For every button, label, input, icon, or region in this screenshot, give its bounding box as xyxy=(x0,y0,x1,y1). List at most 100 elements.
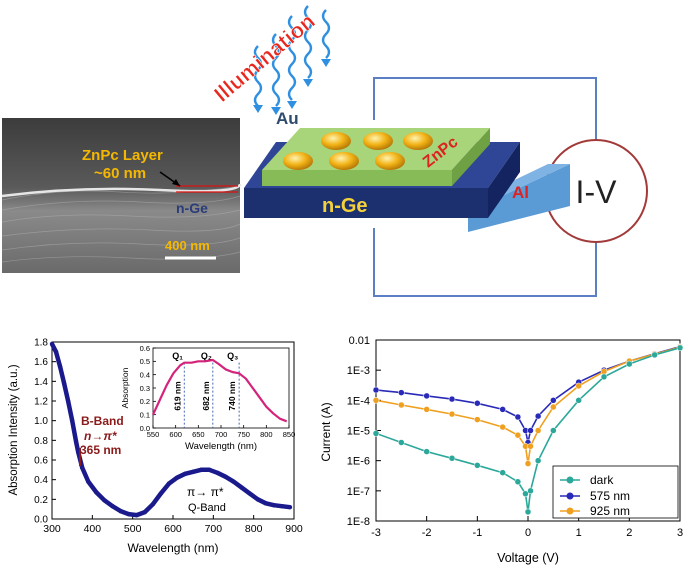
absorption-data-point xyxy=(158,491,164,496)
absorption-data-point xyxy=(247,491,252,496)
absorption-y-tick-label: 1.8 xyxy=(34,338,48,349)
absorption-data-point xyxy=(223,474,228,479)
iv-data-point xyxy=(398,389,405,396)
iv-data-point xyxy=(527,443,534,450)
nge-substrate-side xyxy=(488,142,520,218)
inset-x-label: Wavelength (nm) xyxy=(185,441,257,452)
iv-x-tick-label: 1 xyxy=(576,527,582,539)
iv-data-point xyxy=(534,412,542,420)
znpc-layer-front xyxy=(262,170,452,186)
inset-peak-value: 740 nm xyxy=(227,381,237,411)
inset-peak-label: Q₃ xyxy=(227,351,238,361)
absorption-data-point xyxy=(166,481,172,486)
absorption-x-label: Wavelength (nm) xyxy=(128,541,219,555)
iv-x-label: Voltage (V) xyxy=(497,551,559,565)
nge-substrate-front xyxy=(244,188,488,218)
inset-peak-label: Q₂ xyxy=(201,351,212,361)
au-dot xyxy=(375,152,405,170)
absorption-y-ticks: 0.0 0.2 0.4 0.6 0.8 1.0 1.2 1.4 1.6 1.8 xyxy=(34,338,56,526)
au-label: Au xyxy=(276,109,299,128)
au-dot xyxy=(329,152,359,170)
au-dot xyxy=(403,132,433,150)
inset-x-tick-label: 550 xyxy=(147,430,160,439)
inset-plot-frame xyxy=(152,347,290,429)
absorption-y-tick-label: 0.4 xyxy=(34,475,48,486)
absorption-y-tick-label: 0.0 xyxy=(34,515,48,526)
absorption-data-point xyxy=(86,479,91,484)
absorption-data-point xyxy=(118,508,123,514)
absorption-data-point xyxy=(49,341,55,347)
iv-data-point xyxy=(550,403,557,411)
al-label: Al xyxy=(512,183,529,202)
light-wave-icon xyxy=(287,15,297,101)
inset-peak-label: Q₁ xyxy=(172,351,183,361)
inset-y-label: Absorption xyxy=(120,367,130,408)
absorption-data-point xyxy=(287,505,293,510)
sem-label-thickness: ~60 nm xyxy=(94,165,146,182)
absorption-x-tick-label: 800 xyxy=(245,523,263,535)
iv-data-point xyxy=(448,410,456,418)
absorption-x-tick-label: 700 xyxy=(205,523,223,535)
legend-label-dark: dark xyxy=(590,473,614,487)
inset-y-ticks: 0.0 0.1 0.2 0.3 0.4 0.5 0.6 xyxy=(140,344,156,433)
sem-label-znpc: ZnPc Layer xyxy=(82,147,163,164)
iv-data-point xyxy=(550,427,557,434)
light-wave-icon xyxy=(321,9,331,59)
absorption-data-point xyxy=(174,475,180,480)
absorption-data-point xyxy=(215,470,220,475)
device-schematic: I-V Al n-Ge ZnPc Au xyxy=(209,5,648,297)
inset-x-tick-label: 650 xyxy=(192,430,205,439)
iv-y-tick-label: 1E-3 xyxy=(347,365,370,377)
absorption-data-point xyxy=(239,485,244,490)
iv-data-point xyxy=(423,448,430,455)
iv-data-point xyxy=(423,406,430,413)
inset-x-tick-label: 600 xyxy=(169,430,182,439)
iv-data-point xyxy=(575,382,582,390)
inset-y-tick-label: 0.1 xyxy=(140,410,150,419)
inset-y-tick-label: 0.2 xyxy=(140,397,150,406)
inset-x-tick-label: 800 xyxy=(260,430,273,439)
iv-y-tick-label: 0.01 xyxy=(349,335,370,347)
au-dot xyxy=(283,152,313,170)
light-wave-icon xyxy=(253,45,263,107)
absorption-data-point xyxy=(53,349,59,355)
absorption-data-point xyxy=(263,501,268,506)
iv-data-point xyxy=(514,478,522,486)
iv-data-point xyxy=(499,423,506,431)
inset-peak-markers: Q₁ 619 nm Q₂ 682 nm Q₃ 740 nm xyxy=(172,351,240,428)
iv-series xyxy=(372,343,684,516)
light-arrow-icon xyxy=(271,107,281,115)
legend-marker-dark xyxy=(566,476,574,484)
absorption-data-point xyxy=(65,398,71,404)
iv-data-point xyxy=(474,462,481,469)
absorption-data-point xyxy=(271,503,277,508)
nge-label: n-Ge xyxy=(322,195,368,217)
iv-x-tick-label: -2 xyxy=(422,527,432,539)
iv-data-point xyxy=(372,397,380,404)
sem-scale-label: 400 nm xyxy=(165,238,210,253)
iv-meter-label: I-V xyxy=(576,174,618,210)
absorption-data-point xyxy=(182,471,188,476)
absorption-x-tick-label: 300 xyxy=(43,523,61,535)
absorption-y-tick-label: 0.2 xyxy=(34,495,48,506)
b-band-transition: n→π* xyxy=(84,429,118,443)
iv-data-point xyxy=(514,413,522,421)
sem-image xyxy=(2,118,240,273)
inset-series-line xyxy=(152,358,288,423)
iv-data-point xyxy=(372,430,380,437)
iv-data-point xyxy=(676,344,684,352)
light-arrow-icon xyxy=(253,105,263,113)
au-dot xyxy=(363,132,393,150)
absorption-data-point xyxy=(231,479,236,484)
absorption-data-point xyxy=(126,511,131,517)
light-arrow-icon xyxy=(287,101,297,109)
absorption-data-point xyxy=(142,509,147,515)
light-arrow-icon xyxy=(303,79,313,87)
absorption-data-point xyxy=(61,381,67,386)
legend-label-925: 925 nm xyxy=(590,504,630,518)
znpc-layer-side xyxy=(452,128,490,186)
circuit-wire xyxy=(373,77,597,297)
absorption-data-point xyxy=(94,490,99,495)
b-band-label: B-Band xyxy=(81,414,124,428)
